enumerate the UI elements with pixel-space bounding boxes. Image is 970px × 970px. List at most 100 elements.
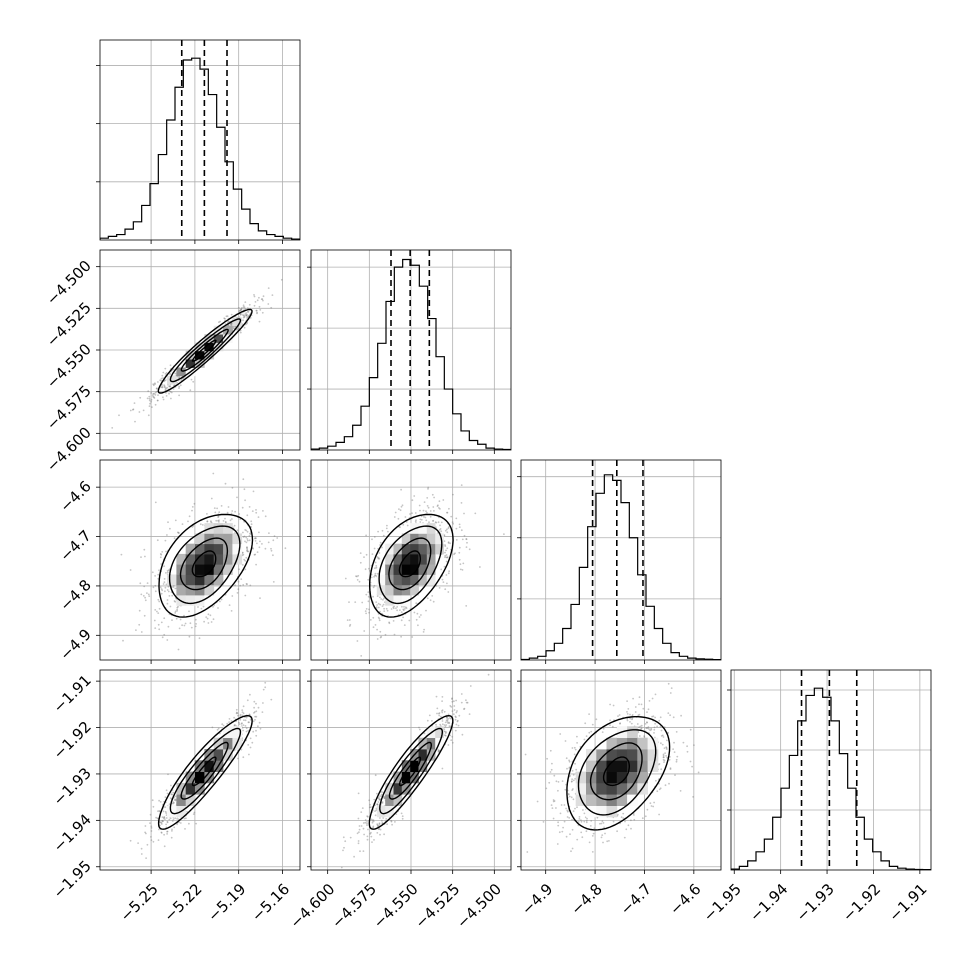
contour-0 xyxy=(191,550,217,578)
scatter-point xyxy=(178,821,180,824)
scatter-point xyxy=(233,716,236,719)
scatter-point xyxy=(169,817,172,820)
scatter-point xyxy=(161,551,164,553)
scatter-point xyxy=(381,546,383,549)
scatter-point xyxy=(248,539,251,542)
scatter-point xyxy=(379,828,382,831)
scatter-point xyxy=(549,749,552,752)
scatter-point xyxy=(166,833,169,835)
scatter-point xyxy=(658,763,661,765)
scatter-point xyxy=(444,529,447,532)
scatter-point xyxy=(653,726,656,729)
scatter-point xyxy=(140,593,143,596)
scatter-point xyxy=(382,817,385,819)
scatter-point xyxy=(118,414,120,417)
scatter-point xyxy=(448,570,450,573)
density-cell xyxy=(185,564,196,575)
scatter-point xyxy=(438,712,440,715)
scatter-point xyxy=(663,747,666,749)
scatter-point xyxy=(219,600,221,603)
scatter-point xyxy=(367,591,370,593)
scatter-point xyxy=(446,528,448,531)
scatter-point xyxy=(445,549,447,552)
scatter-point xyxy=(178,385,181,388)
scatter-point xyxy=(452,522,454,525)
density-cell xyxy=(401,584,411,596)
scatter-point xyxy=(660,735,663,737)
scatter-point xyxy=(446,511,448,514)
density-grid xyxy=(167,523,243,606)
scatter-point xyxy=(646,727,648,729)
scatter-point xyxy=(376,803,379,806)
scatter-point xyxy=(446,582,448,585)
density-cell xyxy=(606,737,618,750)
scatter-point xyxy=(660,768,663,771)
scatter-point xyxy=(403,606,405,608)
scatter-point xyxy=(168,818,171,821)
scatter-point xyxy=(165,387,168,390)
scatter-point xyxy=(197,606,199,608)
density-cell xyxy=(185,584,196,596)
scatter-point xyxy=(444,725,447,728)
scatter-point xyxy=(627,708,630,710)
scatter-point xyxy=(368,567,370,570)
scatter-point xyxy=(638,735,641,737)
scatter-point xyxy=(156,817,159,820)
scatter-point xyxy=(211,726,214,729)
scatter-point xyxy=(168,390,171,392)
scatter-point xyxy=(634,711,637,713)
scatter-point xyxy=(166,569,169,572)
scatter-point xyxy=(167,585,170,588)
scatter-point xyxy=(223,317,226,320)
scatter-point xyxy=(444,554,447,557)
scatter-point xyxy=(576,838,579,841)
density-cell xyxy=(410,553,419,565)
scatter-point xyxy=(148,405,151,407)
scatter-point xyxy=(171,619,173,621)
scatter-point xyxy=(378,827,381,830)
scatter-point xyxy=(441,723,444,726)
density-cell xyxy=(167,375,177,385)
scatter-point xyxy=(604,832,606,835)
density-cell xyxy=(418,553,428,565)
scatter-point xyxy=(242,478,245,481)
density-grid xyxy=(376,523,444,606)
scatter-point xyxy=(447,541,450,544)
scatter-point xyxy=(252,547,255,550)
scatter-point xyxy=(662,754,665,757)
scatter-point xyxy=(378,619,381,622)
scatter-point xyxy=(240,578,243,580)
scatter-point xyxy=(426,511,428,514)
scatter-point xyxy=(249,718,252,721)
scatter-point xyxy=(444,556,446,559)
scatter-point xyxy=(157,394,159,396)
scatter-point xyxy=(448,722,451,725)
scatter-point xyxy=(445,724,448,726)
scatter-point xyxy=(356,575,358,578)
scatter-point xyxy=(243,316,246,318)
scatter-point xyxy=(441,709,444,712)
scatter-point xyxy=(659,725,662,728)
scatter-point xyxy=(595,718,598,721)
scatter-point xyxy=(377,616,380,619)
scatter-point xyxy=(230,324,233,327)
scatter-point xyxy=(667,712,670,714)
scatter-point xyxy=(174,610,177,613)
scatter-point xyxy=(207,613,210,616)
scatter-point xyxy=(158,828,160,831)
scatter-point xyxy=(448,526,450,528)
scatter-point xyxy=(206,520,209,523)
scatter-point xyxy=(555,807,557,809)
density-cell xyxy=(418,564,428,575)
histogram-0 xyxy=(100,57,300,240)
scatter-point xyxy=(432,520,434,522)
scatter-point xyxy=(148,595,151,597)
scatter-point xyxy=(630,722,633,725)
scatter-point xyxy=(364,821,367,824)
scatter-point xyxy=(568,759,570,762)
scatter-point xyxy=(146,592,148,594)
scatter-point xyxy=(399,609,401,611)
scatter-point xyxy=(566,809,569,812)
scatter-point xyxy=(583,820,586,823)
density-cell xyxy=(185,350,196,360)
